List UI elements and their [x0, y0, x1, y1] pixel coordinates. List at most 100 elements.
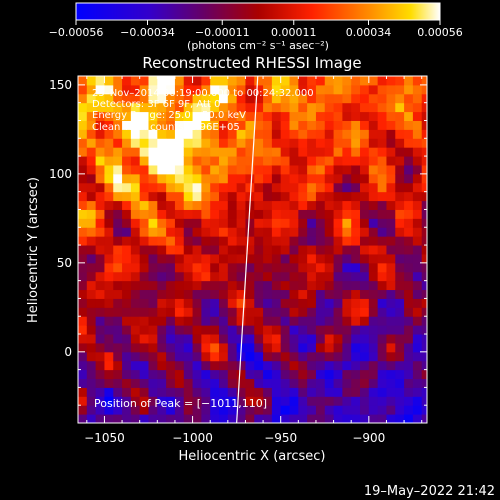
heatmap-cell: [95, 360, 105, 371]
heatmap-cell: [174, 236, 185, 246]
heatmap-cell: [395, 271, 405, 282]
heatmap-cell: [227, 200, 238, 210]
heatmap-cell: [227, 316, 238, 326]
heatmap-cell: [113, 93, 123, 104]
heatmap-cell: [219, 378, 229, 388]
heatmap-cell: [139, 387, 149, 397]
heatmap-cell: [139, 271, 149, 282]
heatmap-cell: [78, 93, 88, 104]
heatmap-cell: [104, 262, 114, 273]
heatmap-cell: [421, 405, 427, 415]
heatmap-cell: [333, 396, 343, 406]
heatmap-cell: [377, 191, 387, 202]
heatmap-cell: [139, 262, 149, 273]
heatmap-cell: [280, 93, 291, 104]
heatmap-cell: [315, 84, 326, 95]
heatmap-cell: [412, 227, 423, 237]
heatmap-cell: [183, 173, 194, 184]
heatmap-cell: [360, 253, 370, 264]
heatmap-cell: [333, 111, 343, 121]
heatmap-cell: [245, 414, 255, 423]
heatmap-cell: [210, 156, 220, 166]
heatmap-cell: [333, 271, 343, 282]
heatmap-cell: [298, 262, 308, 273]
heatmap-cell: [360, 289, 370, 299]
heatmap-cell: [245, 164, 255, 175]
heatmap-cell: [78, 405, 88, 415]
heatmap-cell: [307, 369, 317, 380]
heatmap-cell: [280, 164, 291, 175]
heatmap-cell: [351, 111, 361, 121]
heatmap-cell: [174, 182, 185, 193]
heatmap-cell: [219, 369, 229, 380]
heatmap-cell: [307, 156, 317, 166]
heatmap-cell: [139, 360, 149, 371]
heatmap-cell: [78, 271, 88, 282]
heatmap-cell: [421, 182, 427, 193]
heatmap-cell: [78, 245, 88, 255]
heatmap-cell: [245, 182, 255, 193]
heatmap-cell: [157, 164, 167, 175]
heatmap-cell: [307, 93, 317, 104]
heatmap-cell: [236, 164, 246, 175]
heatmap-cell: [139, 280, 149, 291]
heatmap-cell: [289, 253, 299, 264]
heatmap-cell: [395, 387, 405, 397]
heatmap-cell: [78, 298, 88, 308]
heatmap-cell: [254, 209, 264, 219]
heatmap-cell: [412, 191, 423, 202]
heatmap-cell: [174, 360, 185, 371]
heatmap-cell: [139, 138, 149, 148]
heatmap-cell: [368, 289, 379, 299]
heatmap-cell: [148, 316, 158, 326]
heatmap-cell: [307, 342, 317, 353]
heatmap-cell: [404, 111, 414, 121]
heatmap-cell: [298, 236, 308, 246]
heatmap-cell: [245, 387, 255, 397]
heatmap-cell: [395, 76, 405, 86]
heatmap-cell: [342, 289, 352, 299]
heatmap-cell: [368, 147, 379, 157]
heatmap-cell: [360, 387, 370, 397]
heatmap-cell: [254, 84, 264, 95]
heatmap-cell: [271, 191, 282, 202]
heatmap-cell: [139, 218, 149, 228]
heatmap-cell: [315, 138, 326, 148]
heatmap-cell: [333, 280, 343, 291]
heatmap-cell: [122, 316, 132, 326]
heatmap-cell: [201, 289, 211, 299]
heatmap-cell: [254, 191, 264, 202]
heatmap-cell: [86, 325, 97, 335]
heatmap-cell: [368, 325, 379, 335]
heatmap-cell: [280, 182, 291, 193]
heatmap-cell: [227, 236, 238, 246]
heatmap-cell: [342, 147, 352, 157]
heatmap-cell: [227, 93, 238, 104]
heatmap-cell: [351, 76, 361, 86]
heatmap-cell: [192, 325, 202, 335]
heatmap-cell: [236, 378, 246, 388]
heatmap-cell: [386, 387, 396, 397]
heatmap-cell: [315, 76, 326, 86]
heatmap-cell: [139, 76, 149, 86]
heatmap-cell: [395, 120, 405, 130]
heatmap-cell: [236, 93, 246, 104]
chart-title: Reconstructed RHESSI Image: [142, 54, 361, 72]
heatmap-cell: [174, 405, 185, 415]
heatmap-cell: [130, 351, 141, 362]
heatmap-cell: [254, 271, 264, 282]
heatmap-cell: [236, 369, 246, 380]
heatmap-cell: [421, 191, 427, 202]
heatmap-cell: [166, 218, 176, 228]
heatmap-cell: [201, 342, 211, 353]
heatmap-cell: [280, 120, 291, 130]
heatmap-cell: [298, 182, 308, 193]
heatmap-cell: [210, 289, 220, 299]
heatmap-cell: [192, 200, 202, 210]
heatmap-cell: [404, 84, 414, 95]
heatmap-cell: [201, 387, 211, 397]
heatmap-cell: [157, 138, 167, 148]
heatmap-cell: [254, 156, 264, 166]
heatmap-cell: [210, 200, 220, 210]
heatmap-cell: [298, 227, 308, 237]
